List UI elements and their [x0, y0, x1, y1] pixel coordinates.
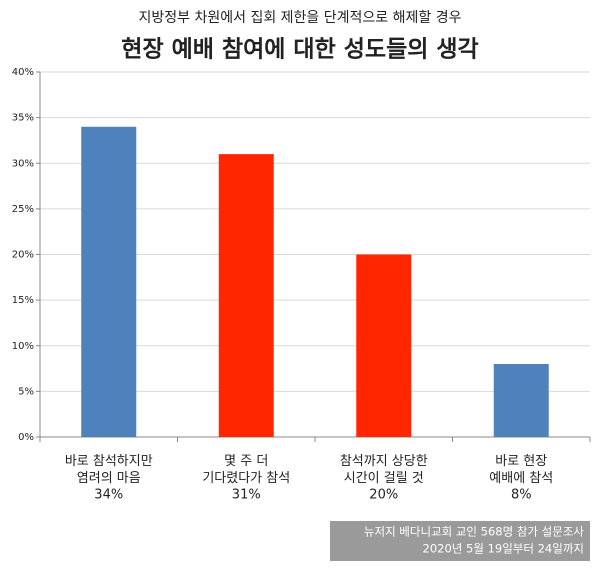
value-label: 8% [511, 488, 532, 503]
bar [356, 254, 412, 437]
y-tick-label: 0% [18, 432, 34, 443]
value-label: 34% [94, 488, 123, 503]
chart-subtitle: 지방정부 차원에서 집회 제한을 단계적으로 해제할 경우 [139, 10, 462, 26]
source-note: 2020년 5월 19일부터 24일까지 [423, 542, 584, 556]
x-tick-label: 바로 참석하지만 염려의 마음 [65, 454, 153, 486]
y-tick-label: 25% [12, 204, 34, 215]
chart-title: 현장 예배 참여에 대한 성도들의 생각 [121, 37, 478, 63]
value-label: 31% [232, 488, 261, 503]
y-tick-label: 10% [12, 341, 34, 352]
y-tick-label: 5% [18, 386, 34, 397]
y-tick-label: 35% [12, 113, 34, 124]
bar [218, 154, 274, 437]
bar [81, 126, 137, 437]
y-tick-label: 15% [12, 295, 34, 306]
y-tick-label: 40% [12, 67, 34, 78]
source-note: 뉴저지 베다니교회 교인 568명 참가 설문조사 [364, 525, 585, 539]
x-tick-label: 몇 주 더 기다렸다가 참석 [202, 454, 290, 486]
x-tick-label: 참석까지 상당한 시간이 걸릴 것 [340, 454, 428, 486]
y-tick-label: 20% [12, 250, 34, 261]
y-tick-label: 30% [12, 158, 34, 169]
x-tick-label: 바로 현장 예배에 참석 [489, 454, 553, 486]
value-label: 20% [369, 488, 398, 503]
source-box [330, 521, 590, 561]
bar [493, 364, 549, 437]
